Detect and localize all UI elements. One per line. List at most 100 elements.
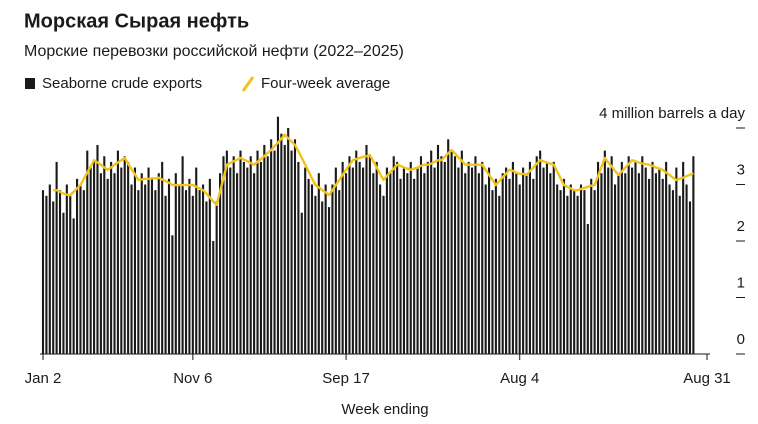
bar	[474, 156, 477, 354]
bar	[508, 178, 511, 354]
bar	[327, 207, 331, 354]
bar	[103, 156, 106, 354]
bar	[552, 161, 555, 354]
x-tick-label: Jan 2	[25, 370, 62, 387]
bar	[259, 161, 262, 354]
bar	[321, 201, 324, 354]
bar	[573, 190, 576, 354]
y-tick-label: 0	[737, 331, 745, 348]
bar	[123, 156, 126, 354]
bar	[593, 190, 596, 354]
bar	[426, 161, 429, 354]
bar	[86, 150, 89, 354]
bar	[399, 178, 402, 354]
bar	[607, 167, 610, 354]
bar	[304, 167, 307, 354]
bar	[324, 184, 327, 354]
bar	[314, 195, 317, 354]
bar	[617, 173, 620, 354]
bar	[287, 128, 290, 354]
bar	[93, 161, 96, 354]
bar	[562, 178, 566, 354]
bar	[348, 156, 351, 354]
bar	[372, 173, 375, 354]
x-tick-label: Aug 4	[500, 370, 539, 387]
bar	[447, 139, 450, 354]
bar	[402, 167, 405, 354]
bar	[535, 156, 538, 354]
chart-subtitle: Морские перевозки российской нефти (2022…	[24, 43, 404, 60]
bar	[522, 167, 525, 354]
bar	[307, 178, 310, 354]
bar	[637, 173, 640, 354]
bar	[106, 178, 109, 354]
bar	[338, 190, 341, 354]
bar	[614, 184, 617, 354]
bar	[276, 116, 280, 354]
y-tick-label: 2	[737, 218, 745, 235]
bar	[365, 144, 368, 354]
bar	[579, 184, 583, 354]
bar	[154, 190, 157, 354]
bar	[52, 201, 55, 354]
bar	[362, 167, 365, 354]
bar	[181, 156, 184, 354]
bar	[283, 144, 286, 354]
bar	[603, 150, 606, 354]
bar	[41, 190, 45, 354]
x-axis-label: Week ending	[341, 401, 428, 418]
bar	[110, 161, 113, 354]
bar	[171, 235, 174, 354]
bar	[644, 167, 647, 354]
bar	[137, 190, 140, 354]
bar	[470, 167, 474, 354]
bar	[368, 156, 371, 354]
bar	[351, 167, 354, 354]
bar	[682, 161, 685, 354]
bar	[631, 167, 634, 354]
bar	[75, 178, 79, 354]
bar	[191, 195, 194, 354]
bar	[464, 173, 467, 354]
bar	[201, 184, 205, 354]
bar	[300, 212, 303, 354]
bar	[208, 178, 211, 354]
bar	[178, 184, 181, 354]
bar	[96, 144, 99, 354]
bar	[72, 218, 75, 354]
bar	[549, 173, 552, 354]
bar	[556, 184, 559, 354]
bar	[511, 161, 514, 354]
bar	[79, 184, 82, 354]
bar	[413, 178, 416, 354]
bar	[184, 190, 188, 354]
y-tick-label: 1	[737, 274, 745, 291]
bar	[379, 184, 382, 354]
y-tick-label: 3	[737, 161, 745, 178]
bar	[569, 184, 572, 354]
bar	[266, 156, 269, 354]
bar	[450, 150, 453, 354]
bar	[130, 184, 133, 354]
bar	[396, 161, 399, 354]
bar	[144, 184, 147, 354]
bar	[334, 167, 337, 354]
bar	[481, 161, 484, 354]
bar	[229, 167, 232, 354]
bar	[583, 190, 586, 354]
bar	[120, 167, 123, 354]
bar	[310, 184, 314, 354]
bar	[174, 173, 177, 354]
bar	[167, 178, 171, 354]
bar	[212, 241, 215, 354]
bar	[225, 150, 228, 354]
bar	[600, 173, 603, 354]
bar	[505, 167, 508, 354]
average-line	[53, 133, 694, 207]
bar	[675, 167, 678, 354]
bar	[256, 150, 259, 354]
bar	[596, 161, 600, 354]
chart-title: Морская Сырая нефть	[24, 10, 249, 32]
bar	[610, 156, 613, 354]
bar	[253, 173, 256, 354]
